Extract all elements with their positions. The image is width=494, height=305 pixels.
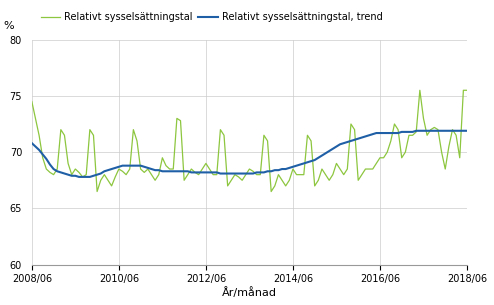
Relativt sysselsättningstal — [94, 190, 100, 193]
Relativt sysselsättningstal, trend — [326, 149, 332, 153]
Relativt sysselsättningstal, trend — [217, 172, 223, 175]
Relativt sysselsättningstal — [73, 167, 79, 171]
Text: %: % — [3, 21, 14, 31]
Relativt sysselsättningstal — [29, 100, 35, 103]
Line: Relativt sysselsättningstal: Relativt sysselsättningstal — [32, 90, 467, 192]
Relativt sysselsättningstal, trend — [29, 141, 35, 145]
Relativt sysselsättningstal — [464, 88, 470, 92]
Relativt sysselsättningstal — [134, 139, 140, 143]
Relativt sysselsättningstal — [442, 167, 448, 171]
Relativt sysselsättningstal, trend — [442, 129, 448, 133]
X-axis label: År/månad: År/månad — [222, 287, 277, 298]
Legend: Relativt sysselsättningstal, Relativt sysselsättningstal, trend: Relativt sysselsättningstal, Relativt sy… — [37, 9, 386, 26]
Relativt sysselsättningstal — [417, 88, 423, 92]
Relativt sysselsättningstal — [326, 178, 332, 182]
Relativt sysselsättningstal, trend — [76, 175, 82, 179]
Line: Relativt sysselsättningstal, trend: Relativt sysselsättningstal, trend — [32, 131, 467, 177]
Relativt sysselsättningstal, trend — [134, 164, 140, 167]
Relativt sysselsättningstal, trend — [73, 174, 79, 178]
Relativt sysselsättningstal, trend — [304, 160, 310, 164]
Relativt sysselsättningstal — [304, 134, 310, 137]
Relativt sysselsättningstal, trend — [464, 129, 470, 133]
Relativt sysselsättningstal — [217, 128, 223, 131]
Relativt sysselsättningstal, trend — [413, 129, 419, 133]
